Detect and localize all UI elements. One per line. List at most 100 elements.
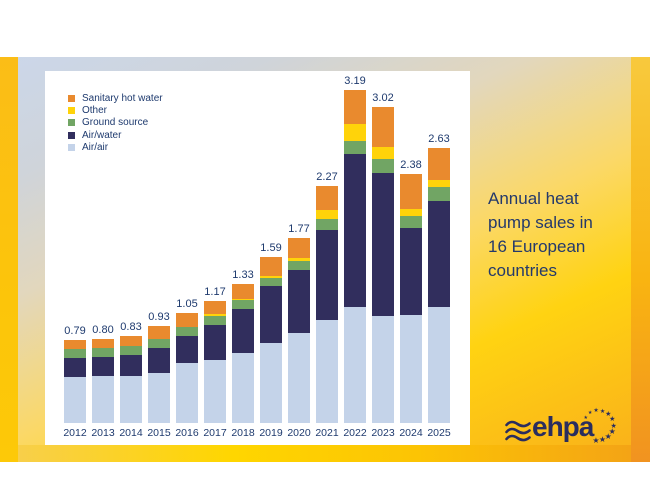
bar-segment-air-air: [260, 342, 282, 423]
bar-segment-ground-source: [232, 299, 254, 310]
bar-segment-ground-source: [400, 216, 422, 228]
x-axis-label: 2016: [175, 427, 199, 439]
bar-segment-air-air: [316, 319, 338, 423]
legend-label: Air/air: [82, 142, 109, 154]
caption-line: 16 European: [488, 237, 586, 256]
bar-segment-air-air: [428, 307, 450, 423]
star-icon: ★: [609, 416, 616, 424]
legend-label: Ground source: [82, 117, 149, 129]
bar-value-label: 1.17: [204, 285, 226, 298]
legend-swatch-icon: [68, 119, 75, 127]
star-icon: ★: [598, 435, 607, 445]
x-axis-label: 2013: [91, 427, 115, 439]
bar-segment-air-air: [64, 377, 86, 423]
bar-segment-ground-source: [428, 186, 450, 202]
bar-value-label: 3.19: [344, 74, 366, 87]
bar-stack: [120, 336, 142, 423]
legend-item-ground-source: Ground source: [68, 117, 163, 129]
bar-segment-air-air: [148, 372, 170, 423]
bar-segment-sanitary-hot-water: [92, 339, 114, 348]
bar-segment-ground-source: [92, 347, 114, 358]
bar-segment-sanitary-hot-water: [372, 107, 394, 148]
x-axis-label: 2020: [287, 427, 311, 439]
bar-segment-other: [372, 147, 394, 159]
legend-swatch-icon: [68, 107, 75, 115]
x-axis-label: 2012: [63, 427, 87, 439]
x-axis-label: 2023: [371, 427, 395, 439]
bar-value-label: 1.59: [260, 241, 282, 254]
bar-value-label: 0.93: [148, 310, 170, 323]
bar-segment-air-air: [120, 375, 142, 423]
star-icon: ★: [587, 410, 593, 417]
bar-column-2021: 2.27 2021: [315, 71, 338, 439]
right-gold-bar: [631, 57, 650, 462]
bar-segment-sanitary-hot-water: [428, 148, 450, 180]
bar-segment-air-water: [148, 347, 170, 373]
slide-background: Sanitary hot water Other Ground source Air/…: [0, 57, 650, 462]
bar-segment-air-water: [428, 201, 450, 308]
bar-segment-sanitary-hot-water: [64, 340, 86, 349]
bar-segment-air-water: [176, 336, 198, 364]
bar-segment-other: [288, 257, 310, 262]
legend-swatch-icon: [68, 131, 75, 139]
legend-swatch-icon: [68, 144, 75, 152]
bar-segment-other: [428, 179, 450, 187]
bar-segment-air-water: [316, 229, 338, 320]
bar-segment-air-water: [232, 309, 254, 353]
bar-segment-ground-source: [316, 219, 338, 230]
bar-value-label: 2.63: [428, 133, 450, 146]
caption-line: pump sales in: [488, 213, 593, 232]
bar-column-2022: 3.19 2022: [343, 71, 366, 439]
bar-segment-air-air: [288, 333, 310, 423]
bar-value-label: 0.83: [120, 321, 142, 334]
bar-value-label: 3.02: [372, 92, 394, 105]
caption-line: Annual heat: [488, 189, 579, 208]
bar-segment-ground-source: [120, 345, 142, 356]
legend-label: Sanitary hot water: [82, 92, 163, 104]
chart-legend: Sanitary hot water Other Ground source Air/…: [68, 92, 163, 154]
bar-column-2023: 3.02 2023: [371, 71, 394, 439]
bar-segment-air-air: [204, 360, 226, 423]
bar-segment-ground-source: [344, 140, 366, 155]
star-icon: ★: [605, 411, 612, 418]
bar-segment-sanitary-hot-water: [148, 325, 170, 340]
x-axis-label: 2015: [147, 427, 171, 439]
bar-segment-air-water: [120, 355, 142, 376]
legend-item-other: Other: [68, 104, 163, 116]
bar-segment-other: [260, 275, 282, 278]
bar-value-label: 0.80: [92, 324, 114, 337]
legend-label: Air/water: [82, 129, 122, 141]
bar-stack: [428, 148, 450, 423]
bar-segment-ground-source: [372, 158, 394, 174]
bar-segment-sanitary-hot-water: [232, 284, 254, 299]
x-axis-label: 2019: [259, 427, 283, 439]
bar-stack: [92, 339, 114, 423]
star-icon: ★: [604, 432, 612, 442]
bar-stack: [64, 340, 86, 423]
x-axis-label: 2021: [315, 427, 339, 439]
bar-segment-other: [400, 208, 422, 217]
chart-caption: Annual heat pump sales in 16 European count…: [488, 187, 638, 283]
star-icon: ★: [592, 435, 600, 445]
bar-segment-other: [232, 298, 254, 300]
bar-column-2024: 2.38 2024: [399, 71, 422, 439]
bar-stack: [288, 238, 310, 423]
x-axis-label: 2018: [231, 427, 255, 439]
bar-segment-sanitary-hot-water: [204, 300, 226, 315]
bar-segment-sanitary-hot-water: [120, 336, 142, 346]
bar-segment-other: [344, 124, 366, 141]
bar-segment-sanitary-hot-water: [260, 256, 282, 276]
bar-stack: [344, 89, 366, 423]
bar-stack: [232, 284, 254, 423]
ehpa-logo-text: ehpa: [532, 411, 594, 442]
bar-segment-ground-source: [288, 261, 310, 271]
bar-column-2018: 1.33 2018: [231, 71, 254, 439]
bar-stack: [148, 325, 170, 423]
x-axis-label: 2014: [119, 427, 143, 439]
star-icon: ★: [608, 427, 616, 437]
bar-column-2019: 1.59 2019: [259, 71, 282, 439]
bar-segment-sanitary-hot-water: [344, 89, 366, 125]
x-axis-label: 2022: [343, 427, 367, 439]
bar-segment-ground-source: [176, 326, 198, 337]
